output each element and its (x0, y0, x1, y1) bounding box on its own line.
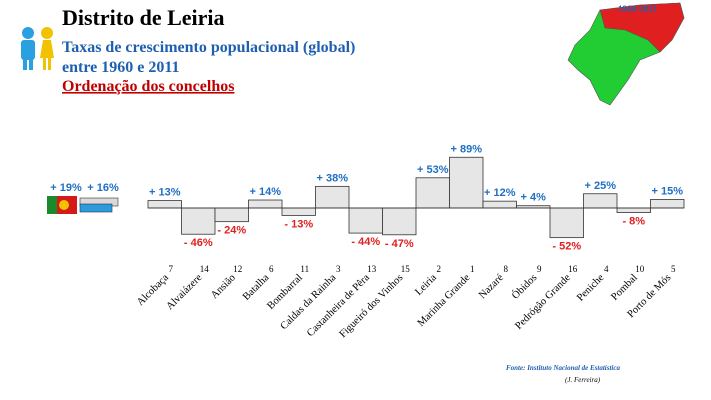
bar (415, 177, 450, 209)
bar (281, 207, 316, 216)
reference-label: + 16% (87, 182, 119, 194)
bar (315, 185, 350, 209)
bar (181, 207, 216, 235)
bar (549, 207, 584, 239)
bar (650, 199, 685, 209)
x-tick-label: Peniche (575, 272, 607, 304)
author: (J. Ferreira) (565, 376, 601, 384)
x-tick-label: Alvaiázere (164, 272, 204, 312)
rank: 13 (367, 264, 377, 274)
subtitle: entre 1960 e 2011 (62, 59, 179, 76)
rank: 10 (635, 264, 645, 274)
value-label: - 46% (184, 237, 213, 249)
map: 1960-2011 (567, 2, 685, 106)
value-label: + 13% (149, 187, 181, 199)
value-label: + 12% (484, 187, 516, 199)
value-label: + 25% (585, 180, 617, 192)
x-tick-label: Nazaré (477, 272, 506, 301)
bar (583, 193, 618, 209)
bar (449, 156, 484, 209)
x-tick-label: Óbidos (509, 272, 539, 302)
value-label: + 15% (652, 185, 684, 197)
x-tick-label: Batalha (241, 272, 272, 303)
rank: 15 (401, 264, 411, 274)
rank: 8 (504, 264, 509, 274)
rank: 1 (470, 264, 475, 274)
value-label: - 52% (552, 241, 581, 253)
x-tick-label: Leiria (413, 272, 439, 298)
rank: 12 (233, 264, 242, 274)
value-label: - 47% (385, 238, 414, 250)
map-label: 1960-2011 (618, 4, 657, 14)
bar (482, 200, 517, 209)
rank: 6 (269, 264, 274, 274)
rank: 11 (300, 264, 309, 274)
rank: 16 (568, 264, 578, 274)
value-label: + 53% (417, 164, 449, 176)
rank: 4 (604, 264, 609, 274)
rank: 14 (200, 264, 210, 274)
x-tick-label: Ansião (209, 272, 238, 301)
value-label: - 44% (351, 236, 380, 248)
flag (47, 196, 77, 214)
rank: 2 (437, 264, 442, 274)
subtitle: Taxas de crescimento populacional (globa… (62, 39, 355, 56)
value-label: - 8% (622, 216, 645, 228)
rank: 9 (537, 264, 542, 274)
rank: 5 (671, 264, 676, 274)
bar (214, 207, 249, 223)
x-tick-label: Figueiró dos Vinhos (338, 272, 406, 340)
x-tick-label: Pombal (609, 272, 640, 303)
source: Fonte: Instituto Nacional de Estatística (506, 364, 620, 372)
value-label: + 89% (451, 143, 483, 155)
title: Distrito de Leiria (62, 5, 225, 30)
bar (147, 200, 182, 209)
x-tick-label: Castanheira de Pêra (305, 272, 372, 339)
bar (382, 207, 417, 236)
bar (616, 207, 651, 213)
value-label: + 38% (317, 172, 349, 184)
reference-label: + 19% (50, 182, 82, 194)
value-label: + 4% (521, 192, 547, 204)
subtitle: Ordenação dos concelhos (62, 78, 234, 95)
people-icon (21, 27, 54, 70)
rank: 3 (336, 264, 341, 274)
rank: 7 (169, 264, 174, 274)
value-label: - 13% (284, 218, 313, 230)
bar (248, 199, 283, 209)
bar (348, 207, 383, 234)
reference-bar (79, 203, 113, 213)
value-label: + 14% (250, 186, 282, 198)
value-label: - 24% (217, 225, 246, 237)
